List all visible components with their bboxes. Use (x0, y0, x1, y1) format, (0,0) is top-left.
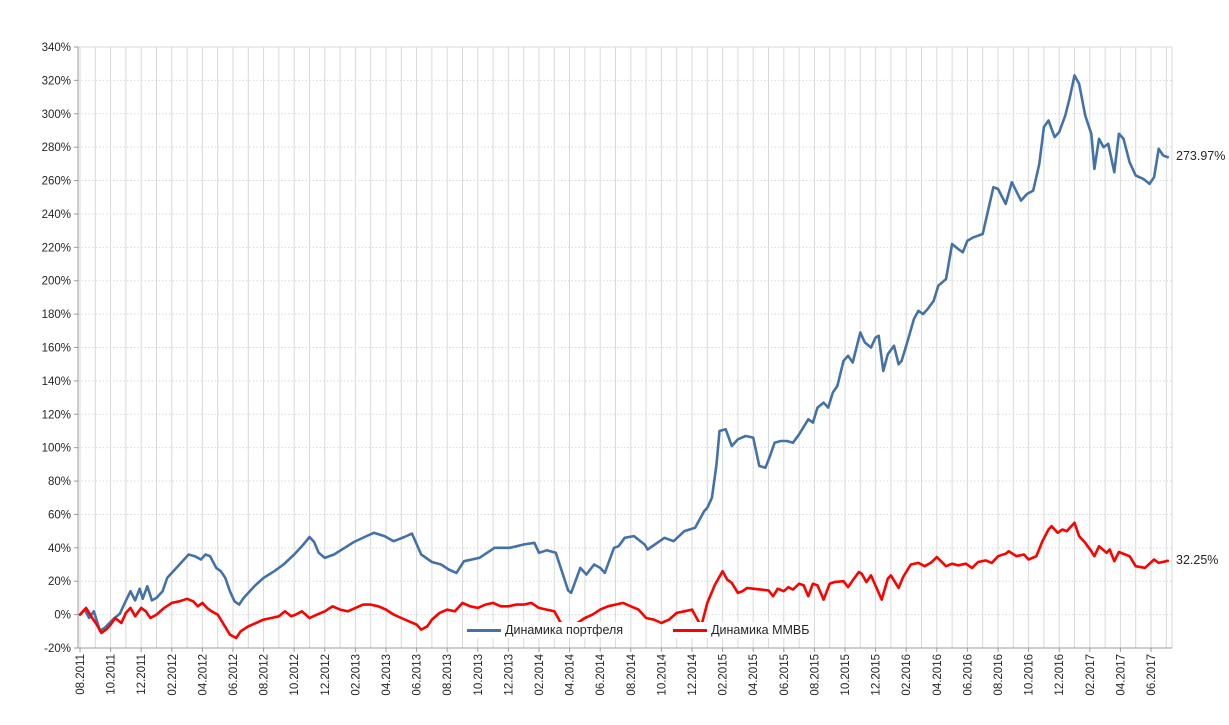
x-axis-tick-label: 10.2012 (289, 654, 301, 696)
x-axis-tick-label: 12.2013 (503, 654, 515, 696)
x-axis-tick-label: 10.2013 (473, 654, 485, 696)
y-axis-tick-label: -20% (44, 643, 71, 655)
y-axis-tick-label: 140% (42, 376, 71, 388)
portfolio-line-swatch (467, 628, 501, 632)
y-axis-tick-label: 200% (42, 276, 71, 288)
y-axis-tick-label: 280% (42, 142, 71, 154)
y-axis-tick-label: 240% (42, 209, 71, 221)
micex-series-line[interactable] (78, 521, 1170, 640)
x-axis-tick-label: 12.2012 (320, 654, 332, 696)
y-axis-tick-label: 60% (48, 509, 71, 521)
x-axis-tick-label: 12.2015 (871, 654, 883, 696)
legend-item-portfolio[interactable]: Динамика портфеля (464, 622, 627, 638)
x-axis-tick-label: 02.2014 (534, 653, 546, 695)
y-axis-tick-label: 100% (42, 443, 71, 455)
portfolio-series-line[interactable] (78, 74, 1170, 632)
y-axis-tick-label: 260% (42, 176, 71, 188)
y-axis-tick-label: 20% (48, 576, 71, 588)
micex-line-swatch (673, 628, 708, 632)
x-axis-tick-label: 04.2017 (1115, 654, 1127, 696)
x-axis-tick-label: 06.2015 (779, 654, 791, 696)
y-axis-tick-label: 220% (42, 242, 71, 254)
y-axis-tick-label: 300% (42, 109, 71, 121)
x-axis-tick-label: 10.2014 (656, 653, 668, 695)
x-axis-tick-label: 10.2016 (1024, 654, 1036, 696)
x-axis-tick-label: 08.2011 (75, 654, 87, 695)
y-axis-tick-label: 340% (42, 42, 71, 54)
x-axis-tick-label: 08.2014 (626, 653, 638, 695)
legend-item-micex[interactable]: Динамика ММВБ (670, 622, 813, 638)
y-axis-tick-label: 180% (42, 309, 71, 321)
micex-end-value-label: 32.25% (1176, 552, 1219, 567)
x-axis-tick-label: 12.2014 (687, 653, 699, 695)
x-axis-tick-label: 04.2014 (565, 653, 577, 695)
x-axis-tick-label: 12.2011 (136, 654, 148, 695)
x-axis-tick-label: 02.2013 (350, 654, 362, 696)
x-axis-tick-label: 10.2015 (840, 654, 852, 696)
x-axis-tick-label: 06.2016 (962, 654, 974, 696)
x-axis-tick-label: 04.2015 (748, 654, 760, 696)
x-axis-tick-label: 02.2012 (167, 654, 179, 696)
x-axis-tick-label: 12.2016 (1054, 654, 1066, 696)
y-axis-tick-label: 320% (42, 75, 71, 87)
x-axis-tick-label: 04.2012 (197, 654, 209, 696)
x-axis-tick-label: 04.2016 (932, 654, 944, 696)
x-axis-tick-label: 06.2013 (412, 654, 424, 696)
x-axis-tick-label: 10.2011 (106, 654, 118, 695)
chart-legend: Динамика портфеля Динамика ММВБ (464, 622, 813, 638)
legend-label-portfolio: Динамика портфеля (505, 623, 624, 637)
y-axis-tick-label: 160% (42, 343, 71, 355)
x-axis-tick-label: 06.2014 (595, 653, 607, 695)
y-axis-tick-label: 80% (48, 476, 71, 488)
x-axis-tick-label: 08.2015 (809, 654, 821, 696)
x-axis-tick-label: 08.2012 (259, 654, 271, 696)
legend-label-micex: Динамика ММВБ (711, 623, 810, 637)
portfolio-end-value-label: 273.97% (1176, 149, 1226, 164)
x-axis-tick-label: 02.2017 (1085, 654, 1097, 696)
x-axis-tick-label: 06.2012 (228, 654, 240, 696)
x-axis-tick-label: 06.2017 (1146, 654, 1158, 696)
y-axis-tick-label: 0% (54, 610, 71, 622)
x-axis-tick-label: 02.2015 (718, 654, 730, 696)
horizontal-gridlines (78, 46, 1172, 649)
y-axis-tick-label: 40% (48, 543, 71, 555)
x-axis-tick-label: 02.2016 (901, 654, 913, 696)
x-axis-tick-label: 08.2016 (993, 654, 1005, 696)
x-axis-tick-label: 08.2013 (442, 654, 454, 696)
y-axis-tick-label: 120% (42, 409, 71, 421)
x-axis-tick-label: 04.2013 (381, 654, 393, 696)
